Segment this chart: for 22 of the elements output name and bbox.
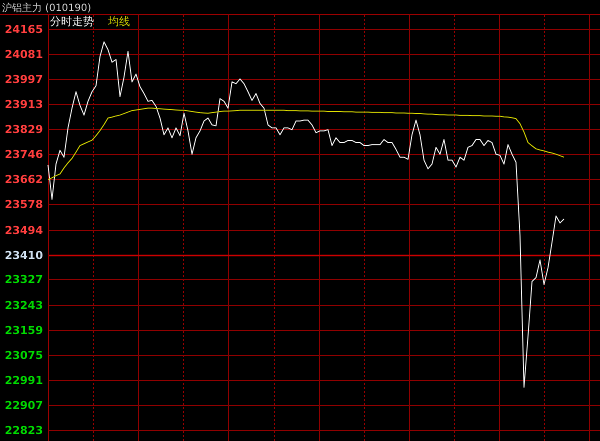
y-tick-label: 24081 [4,48,43,61]
y-tick-label: 23662 [4,173,43,186]
y-tick-label: 23578 [4,198,43,211]
y-tick-label: 23746 [4,148,44,161]
line-series [48,108,564,180]
chart-title: 沪铝主力 (010190) [2,2,92,14]
line-series [48,41,564,388]
y-tick-label: 23494 [4,224,44,237]
text: 均线 [107,15,130,28]
y-tick-label: 22823 [4,424,43,437]
y-tick-label: 23410 [4,249,44,262]
y-tick-label: 23327 [4,273,43,286]
y-tick-label: 23075 [4,349,43,362]
series-label: 分时走势 [50,15,94,28]
y-tick-label: 23997 [4,73,43,86]
y-tick-label: 23243 [4,299,43,312]
y-tick-label: 22991 [4,374,43,387]
y-tick-label: 24165 [4,23,43,36]
y-tick-label: 23159 [4,324,43,337]
y-tick-label: 23913 [4,98,43,111]
y-tick-label: 22907 [4,399,43,412]
y-tick-label: 23829 [4,123,43,136]
